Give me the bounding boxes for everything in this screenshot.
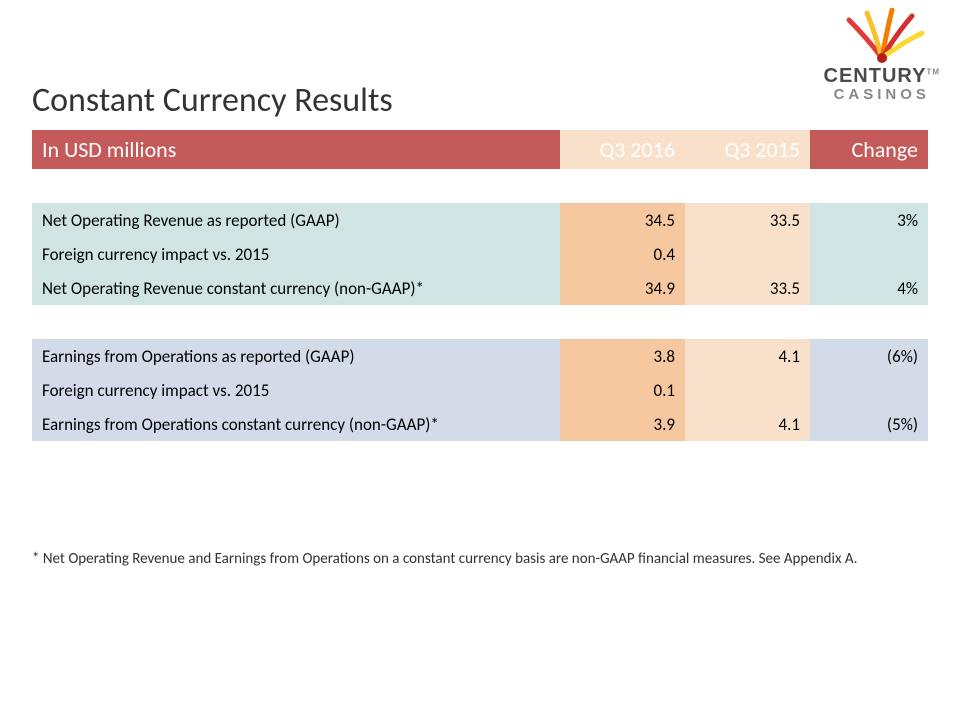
row-change: 3% bbox=[810, 203, 928, 237]
row-q-current: 0.1 bbox=[560, 373, 685, 407]
header-label: In USD millions bbox=[32, 130, 560, 169]
row-q-prior: 4.1 bbox=[685, 407, 810, 441]
footnote: * Net Operating Revenue and Earnings fro… bbox=[32, 550, 857, 568]
table-row: Foreign currency impact vs. 2015 0.4 bbox=[32, 237, 928, 271]
row-change bbox=[810, 373, 928, 407]
row-q-current: 3.9 bbox=[560, 407, 685, 441]
row-label: Earnings from Operations constant curren… bbox=[32, 407, 560, 441]
row-change bbox=[810, 237, 928, 271]
row-q-current: 3.8 bbox=[560, 339, 685, 373]
row-change: (6%) bbox=[810, 339, 928, 373]
row-q-current: 34.5 bbox=[560, 203, 685, 237]
row-label: Foreign currency impact vs. 2015 bbox=[32, 237, 560, 271]
row-label: Earnings from Operations as reported (GA… bbox=[32, 339, 560, 373]
row-label: Net Operating Revenue constant currency … bbox=[32, 271, 560, 305]
row-q-current: 34.9 bbox=[560, 271, 685, 305]
logo-burst-icon bbox=[837, 8, 927, 63]
results-table: In USD millions Q3 2016 Q3 2015 Change N… bbox=[32, 130, 928, 441]
table-row: Foreign currency impact vs. 2015 0.1 bbox=[32, 373, 928, 407]
table-header-row: In USD millions Q3 2016 Q3 2015 Change bbox=[32, 130, 928, 169]
row-q-current: 0.4 bbox=[560, 237, 685, 271]
row-q-prior bbox=[685, 373, 810, 407]
table-row: Earnings from Operations constant curren… bbox=[32, 407, 928, 441]
row-label: Foreign currency impact vs. 2015 bbox=[32, 373, 560, 407]
table-row: Net Operating Revenue as reported (GAAP)… bbox=[32, 203, 928, 237]
row-q-prior: 4.1 bbox=[685, 339, 810, 373]
row-change: 4% bbox=[810, 271, 928, 305]
logo-text-line2: CASINOS bbox=[824, 86, 941, 103]
row-change: (5%) bbox=[810, 407, 928, 441]
row-q-prior: 33.5 bbox=[685, 271, 810, 305]
logo-text-line1: CENTURYTM bbox=[824, 65, 941, 88]
header-change: Change bbox=[810, 130, 928, 169]
spacer-row bbox=[32, 169, 928, 203]
row-q-prior: 33.5 bbox=[685, 203, 810, 237]
page-title: Constant Currency Results bbox=[32, 80, 393, 121]
row-label: Net Operating Revenue as reported (GAAP) bbox=[32, 203, 560, 237]
table-row: Net Operating Revenue constant currency … bbox=[32, 271, 928, 305]
header-q-prior: Q3 2015 bbox=[685, 130, 810, 169]
company-logo: CENTURYTM CASINOS bbox=[824, 8, 941, 103]
header-q-current: Q3 2016 bbox=[560, 130, 685, 169]
table-row: Earnings from Operations as reported (GA… bbox=[32, 339, 928, 373]
spacer-row bbox=[32, 305, 928, 339]
row-q-prior bbox=[685, 237, 810, 271]
